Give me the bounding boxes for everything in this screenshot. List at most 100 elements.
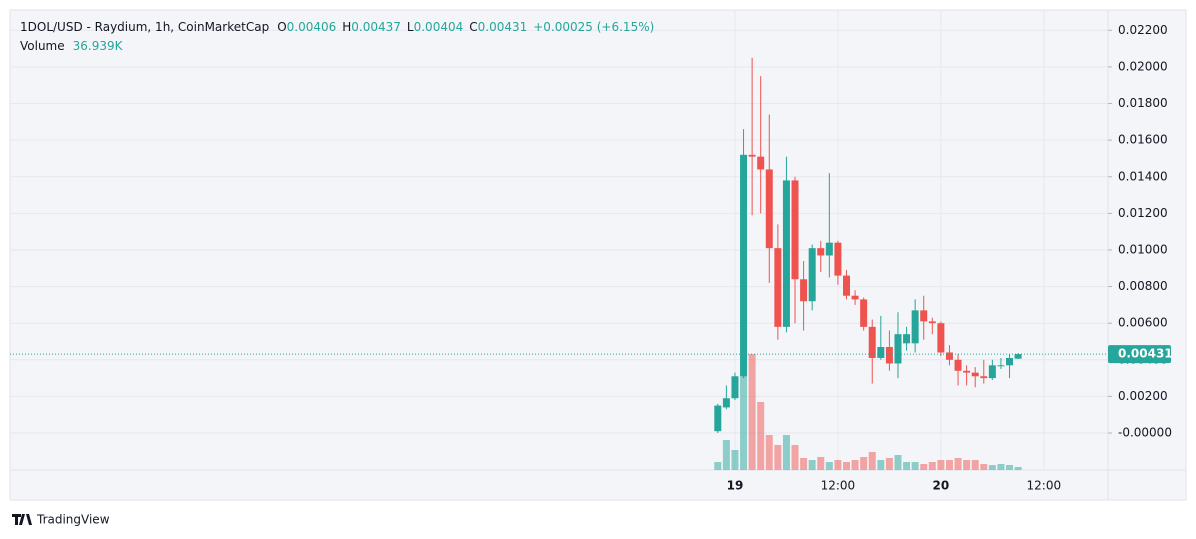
candle-body xyxy=(757,156,765,170)
volume-legend: Volume 36.939K xyxy=(20,39,124,53)
candle-body xyxy=(722,398,730,408)
legend-high-label: H xyxy=(342,20,351,34)
y-tick-label: 0.02000 xyxy=(1118,59,1168,73)
candle-body xyxy=(963,370,971,373)
candle-body xyxy=(800,279,808,302)
candle-body xyxy=(731,376,739,399)
candle-body xyxy=(782,180,790,327)
legend-change: +0.00025 (+6.15%) xyxy=(533,20,654,34)
volume-bar xyxy=(997,464,1005,470)
candle-body xyxy=(988,365,996,379)
brand-logo: TradingView xyxy=(12,513,110,527)
axis-layer: -0.000000.002000.004000.006000.008000.01… xyxy=(727,23,1173,493)
volume-bar xyxy=(834,460,842,470)
volume-bar xyxy=(722,440,730,470)
candle-body xyxy=(817,248,825,256)
volume-bar xyxy=(757,402,765,470)
brand-icon xyxy=(12,514,32,525)
candle-body xyxy=(714,405,722,432)
volume-bar xyxy=(963,460,971,470)
volume-bar xyxy=(860,457,868,470)
x-tick-label: 12:00 xyxy=(1027,479,1062,493)
candle-body xyxy=(1014,354,1022,359)
volume-bar xyxy=(782,435,790,470)
x-tick-label: 19 xyxy=(727,479,744,493)
volume-bar xyxy=(714,462,722,470)
candle-body xyxy=(980,376,988,379)
candle-body xyxy=(894,334,902,364)
volume-bar xyxy=(988,465,996,470)
y-tick-label: 0.02200 xyxy=(1118,23,1168,37)
volume-bar xyxy=(817,457,825,470)
volume-bar xyxy=(825,462,833,470)
volume-bar xyxy=(800,458,808,470)
volume-bar xyxy=(954,458,962,470)
legend-low-label: L xyxy=(407,20,414,34)
candle-body xyxy=(843,275,850,296)
y-tick-label: 0.01800 xyxy=(1118,96,1168,110)
candle-body xyxy=(903,334,911,344)
candle-body xyxy=(765,169,773,249)
volume-bar xyxy=(911,462,919,470)
last-price-tag xyxy=(1108,345,1171,364)
y-tick-label: 0.00200 xyxy=(1118,389,1168,403)
volume-layer xyxy=(714,354,1022,470)
candle-body xyxy=(911,310,919,344)
volume-bar xyxy=(920,464,928,470)
brand-name: TradingView xyxy=(36,513,110,527)
candle-body xyxy=(971,372,979,377)
candle-body xyxy=(945,352,953,360)
y-tick-label: -0.00000 xyxy=(1118,426,1172,440)
candle-body xyxy=(851,295,859,300)
candle-body xyxy=(885,346,893,364)
candle-body xyxy=(928,321,936,324)
volume-bar xyxy=(740,375,748,470)
volume-bar xyxy=(774,445,782,470)
candle-body xyxy=(834,242,842,276)
chart-frame xyxy=(9,9,1187,501)
volume-bar xyxy=(765,435,773,470)
volume-bar xyxy=(885,458,893,470)
y-tick-label: 0.01000 xyxy=(1118,242,1168,256)
volume-bar xyxy=(1006,465,1014,470)
volume-bar xyxy=(928,462,936,470)
legend-open-label: O xyxy=(277,20,286,34)
candle-body xyxy=(997,365,1005,367)
candle-body xyxy=(774,248,782,327)
candle-body xyxy=(868,326,876,358)
volume-bar xyxy=(791,445,799,470)
volume-bar xyxy=(748,354,756,470)
candle-body xyxy=(808,248,816,302)
volume-bar xyxy=(877,460,885,470)
x-tick-label: 20 xyxy=(933,479,950,493)
volume-bar xyxy=(945,460,953,470)
candle-body xyxy=(937,323,945,353)
volume-bar xyxy=(903,462,911,470)
legend-close-label: C xyxy=(469,20,477,34)
grid xyxy=(10,10,1108,470)
candle-body xyxy=(748,154,756,157)
candle-layer xyxy=(10,57,1108,434)
volume-bar xyxy=(843,462,850,470)
candle-body xyxy=(825,242,833,256)
candle-body xyxy=(791,180,799,280)
legend-open-value: 0.00406 xyxy=(287,20,337,34)
volume-bar xyxy=(971,460,979,470)
volume-bar xyxy=(894,455,902,470)
candle-body xyxy=(920,310,928,322)
last-price-label: 0.00431 xyxy=(1118,347,1173,361)
legend-high-value: 0.00437 xyxy=(351,20,401,34)
y-tick-label: 0.01200 xyxy=(1118,206,1168,220)
legend-low-value: 0.00404 xyxy=(414,20,464,34)
volume-bar xyxy=(1014,466,1022,470)
candle-body xyxy=(1006,357,1014,366)
legend-close-value: 0.00431 xyxy=(478,20,528,34)
y-tick-label: 0.00800 xyxy=(1118,279,1168,293)
volume-bar xyxy=(868,452,876,470)
candle-body xyxy=(954,359,962,371)
y-tick-label: 0.01400 xyxy=(1118,169,1168,183)
chart-title: 1DOL/USD - Raydium, 1h, CoinMarketCap xyxy=(20,20,269,34)
y-tick-label: 0.00600 xyxy=(1118,316,1168,330)
x-tick-label: 12:00 xyxy=(821,479,856,493)
